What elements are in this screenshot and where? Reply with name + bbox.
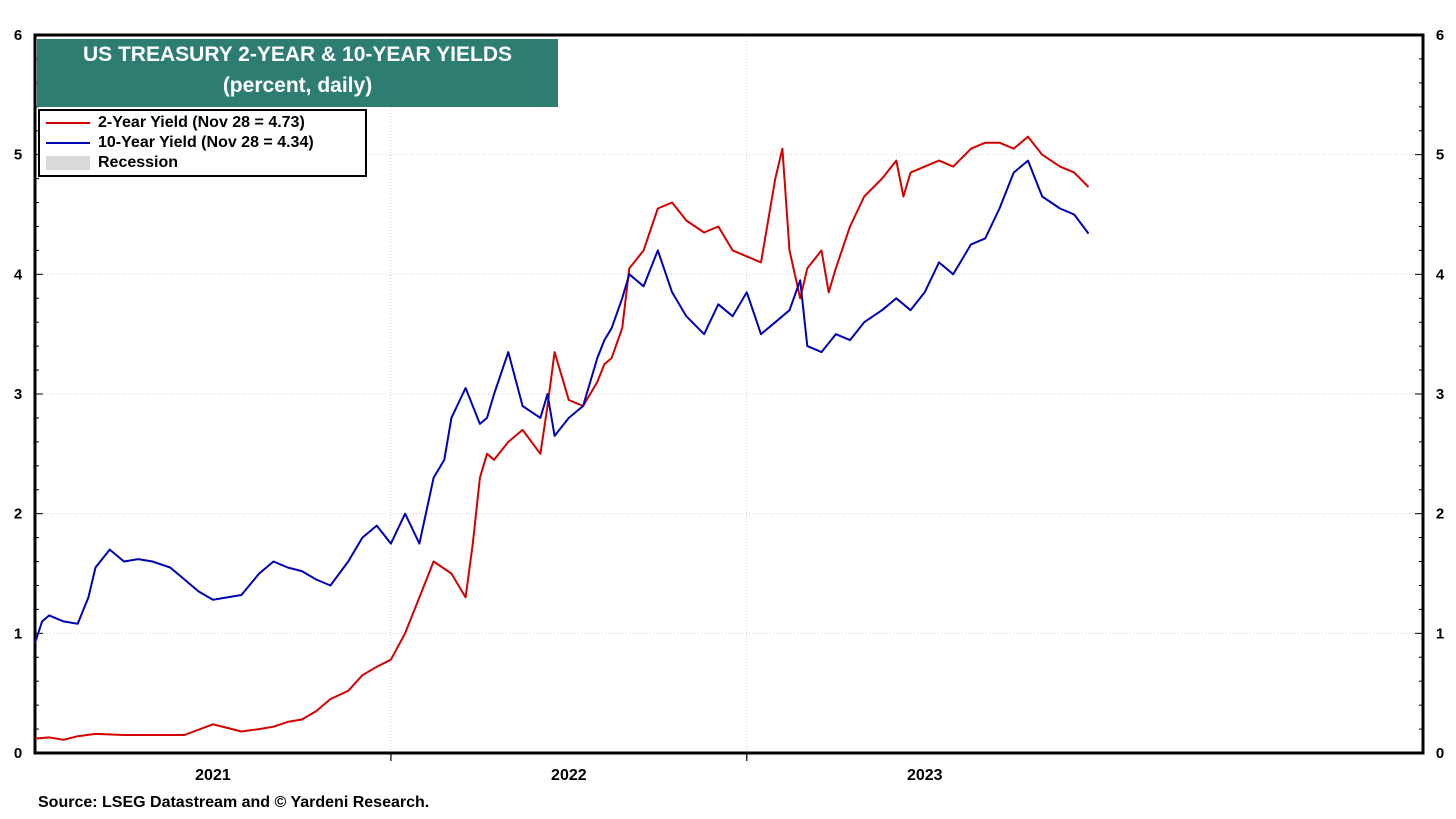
chart-subtitle: (percent, daily) — [222, 74, 373, 97]
legend-label-ten-year: 10-Year Yield (Nov 28 = 4.34) — [98, 134, 314, 151]
recession-swatch — [46, 156, 90, 170]
two-year-yield-line — [34, 135, 1090, 741]
y-tick-label-left: 0 — [14, 745, 22, 762]
y-tick-label-right: 4 — [1436, 266, 1445, 283]
y-tick-label-left: 2 — [14, 506, 22, 523]
x-tick-label: 2022 — [551, 767, 587, 784]
y-tick-label-left: 4 — [14, 266, 23, 283]
legend-item-two-year: 2-Year Yield (Nov 28 = 4.73) — [46, 113, 305, 133]
y-tick-label-right: 2 — [1436, 506, 1444, 523]
tick-labels: 0 0 1 1 2 2 3 3 4 4 5 5 6 6 2021 2022 2023 — [14, 27, 1445, 784]
y-tick-label-right: 6 — [1436, 27, 1444, 44]
y-tick-label-left: 3 — [14, 386, 22, 403]
legend-label-two-year: 2-Year Yield (Nov 28 = 4.73) — [98, 114, 305, 131]
series-lines — [34, 135, 1090, 741]
plot-frame — [33, 33, 1425, 755]
ten-year-swatch — [46, 142, 90, 144]
legend: 2-Year Yield (Nov 28 = 4.73) 10-Year Yie… — [38, 109, 367, 177]
ten-year-yield-line — [34, 159, 1090, 644]
x-tick-label: 2021 — [195, 767, 231, 784]
chart-title: US TREASURY 2-YEAR & 10-YEAR YIELDS — [82, 43, 513, 66]
y-tick-label-right: 5 — [1436, 147, 1444, 164]
y-tick-label-right: 0 — [1436, 745, 1444, 762]
two-year-swatch — [46, 122, 90, 124]
legend-label-recession: Recession — [98, 154, 179, 171]
y-tick-label-left: 1 — [14, 625, 22, 642]
y-tick-label-right: 3 — [1436, 386, 1444, 403]
chart-title-box: US TREASURY 2-YEAR & 10-YEAR YIELDS (per… — [37, 39, 558, 107]
x-tick-label: 2023 — [907, 767, 943, 784]
grid-lines — [35, 35, 1423, 753]
source-note: Source: LSEG Datastream and © Yardeni Re… — [38, 794, 430, 811]
legend-item-ten-year: 10-Year Yield (Nov 28 = 4.34) — [46, 133, 314, 153]
y-tick-label-left: 6 — [14, 27, 22, 44]
y-tick-label-right: 1 — [1436, 625, 1444, 642]
legend-item-recession: Recession — [46, 153, 178, 173]
y-tick-label-left: 5 — [14, 147, 22, 164]
